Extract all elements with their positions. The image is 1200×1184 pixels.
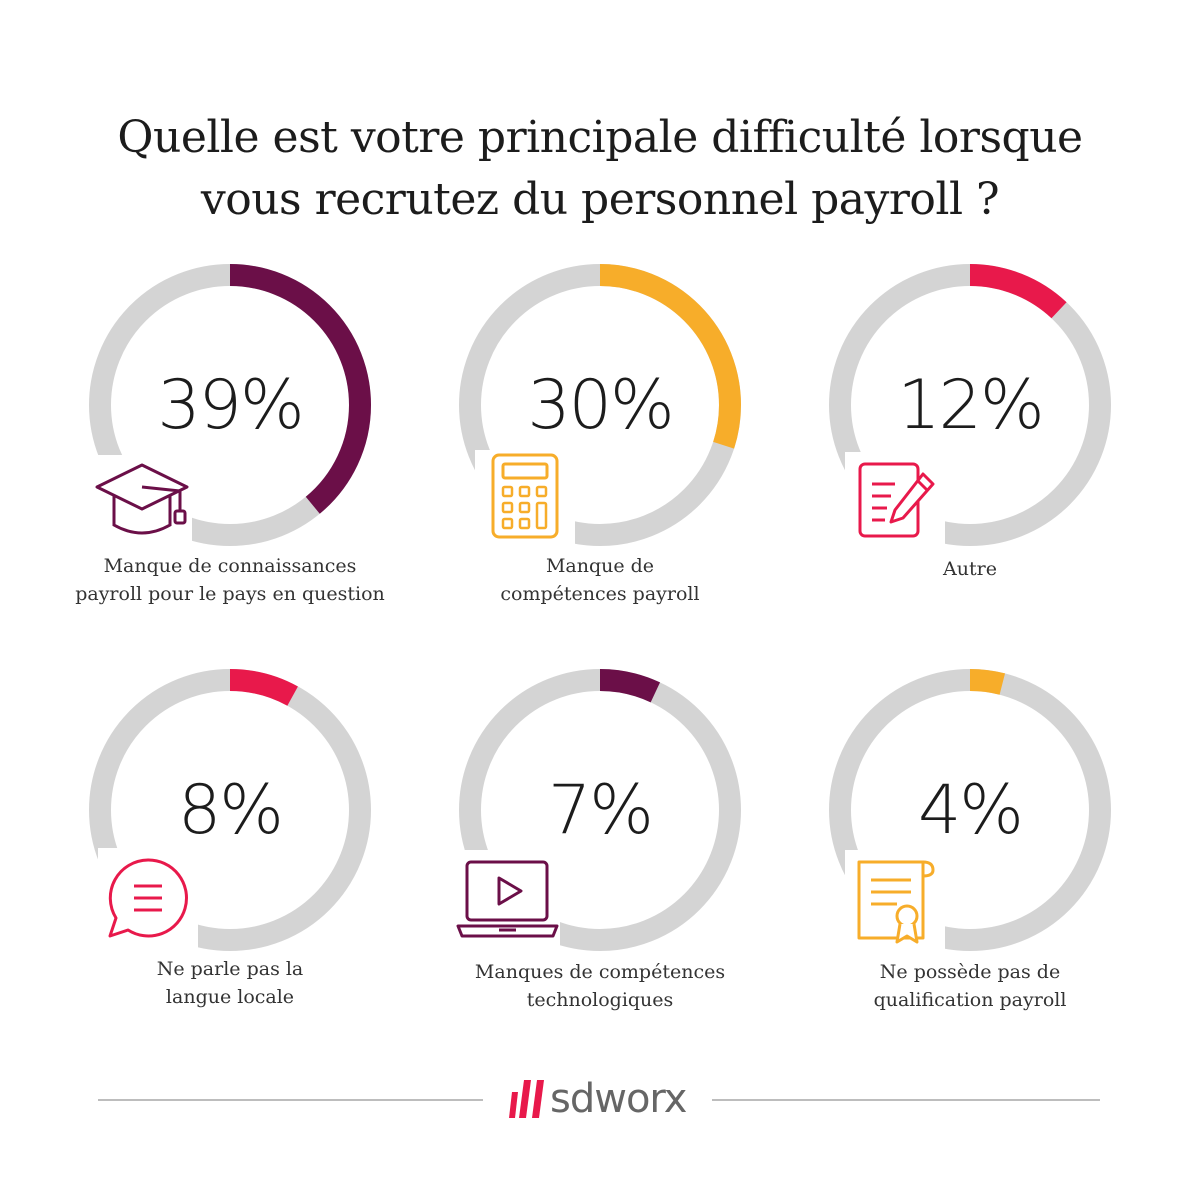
footer-rule-right — [712, 1099, 1100, 1101]
donut-arc-2 — [459, 264, 741, 546]
donut-arc-5 — [459, 669, 741, 951]
label-1-line-2: payroll pour le pays en question — [75, 583, 385, 605]
donut-chart-4: 8% — [85, 665, 375, 955]
label-2-line-1: Manque de — [545, 555, 655, 577]
brand-wordmark: sdworx — [550, 1076, 687, 1122]
donut-ring-3 — [829, 264, 1111, 546]
donut-ring-6 — [829, 669, 1111, 951]
category-label-6: Ne possède pas de qualification payroll — [780, 958, 1160, 1014]
category-label-3: Autre — [780, 555, 1160, 583]
label-5-line-1: Manques de compétences — [474, 961, 726, 983]
graduation-cap-icon — [92, 455, 192, 555]
donut-ring-1 — [89, 264, 371, 546]
footer-rule-left — [98, 1099, 483, 1101]
donut-arc-6 — [829, 669, 1111, 951]
title-line-2: vous recrutez du personnel payroll ? — [200, 174, 1000, 226]
calculator-icon — [475, 450, 575, 550]
label-2-line-2: compétences payroll — [500, 583, 700, 605]
category-label-1: Manque de connaissances payroll pour le … — [40, 552, 420, 608]
donut-chart-2: 30% — [455, 260, 745, 550]
donut-chart-3: 12% — [825, 260, 1115, 550]
percentage-value-5: 7% — [548, 770, 654, 850]
label-6-line-1: Ne possède pas de — [879, 961, 1061, 983]
percentage-value-3: 12% — [897, 365, 1044, 445]
donut-chart-6: 4% — [825, 665, 1115, 955]
percentage-value-6: 4% — [918, 770, 1024, 850]
donut-arc-3 — [829, 264, 1111, 546]
donut-chart-1: 39% — [85, 260, 375, 550]
laptop-video-icon — [455, 850, 560, 950]
speech-bubble-icon — [98, 848, 198, 948]
title-line-1: Quelle est votre principale difficulté l… — [117, 112, 1083, 164]
label-1-line-1: Manque de connaissances — [103, 555, 357, 577]
category-label-5: Manques de compétences technologiques — [410, 958, 790, 1014]
category-label-4: Ne parle pas la langue locale — [40, 955, 420, 1011]
percentage-value-1: 39% — [157, 365, 304, 445]
donut-ring-2 — [459, 264, 741, 546]
chart-title: Quelle est votre principale difficulté l… — [0, 107, 1200, 231]
label-4-line-1: Ne parle pas la — [156, 958, 304, 980]
sdworx-logo: sdworx — [500, 1074, 700, 1124]
percentage-value-2: 30% — [527, 365, 674, 445]
certificate-icon — [845, 850, 945, 950]
donut-ring-4 — [89, 669, 371, 951]
donut-chart-5: 7% — [455, 665, 745, 955]
document-pen-icon — [845, 452, 945, 552]
donut-arc-4 — [89, 669, 371, 951]
donut-ring-5 — [459, 669, 741, 951]
label-5-line-2: technologiques — [526, 989, 674, 1011]
percentage-value-4: 8% — [178, 770, 284, 850]
label-3-line-1: Autre — [943, 558, 997, 580]
label-4-line-2: langue locale — [165, 986, 295, 1008]
logo-slashes-icon — [509, 1080, 544, 1118]
label-6-line-2: qualification payroll — [873, 989, 1067, 1011]
category-label-2: Manque de compétences payroll — [410, 552, 790, 608]
donut-arc-1 — [89, 264, 371, 546]
